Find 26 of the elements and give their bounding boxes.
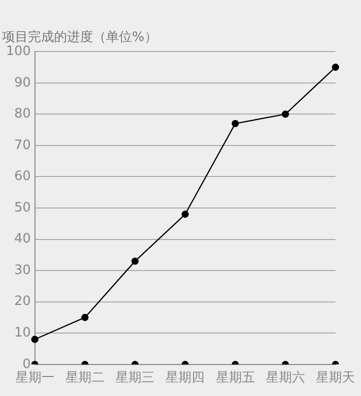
y-tick-label: 100 [6, 44, 31, 59]
y-tick-label: 70 [14, 138, 31, 153]
x-tick-label: 星期三 [116, 370, 155, 386]
y-tick-label: 0 [22, 356, 31, 372]
y-tick-label: 40 [14, 232, 31, 247]
x-tick-label: 星期天 [316, 370, 355, 386]
point [282, 110, 289, 118]
x-tick-label: 星期四 [166, 370, 205, 386]
point [131, 258, 139, 265]
point [182, 210, 189, 218]
y-tick-label: 60 [14, 169, 31, 184]
point [332, 64, 340, 71]
chart-title: 项目完成的进度（单位%） [2, 29, 158, 46]
y-tick-label: 30 [14, 262, 31, 278]
y-tick-label: 90 [14, 75, 31, 90]
x-tick-label: 星期五 [216, 370, 255, 386]
point [81, 314, 89, 322]
point [31, 336, 38, 343]
x-tick-label: 星期二 [65, 370, 104, 386]
x-tick-label: 星期六 [266, 370, 305, 386]
point [232, 120, 239, 128]
x-tick-label: 星期一 [15, 370, 54, 386]
y-tick-label: 80 [14, 106, 31, 122]
y-tick-label: 50 [14, 200, 31, 216]
y-tick-label: 20 [14, 294, 31, 310]
y-tick-label: 10 [14, 325, 31, 340]
